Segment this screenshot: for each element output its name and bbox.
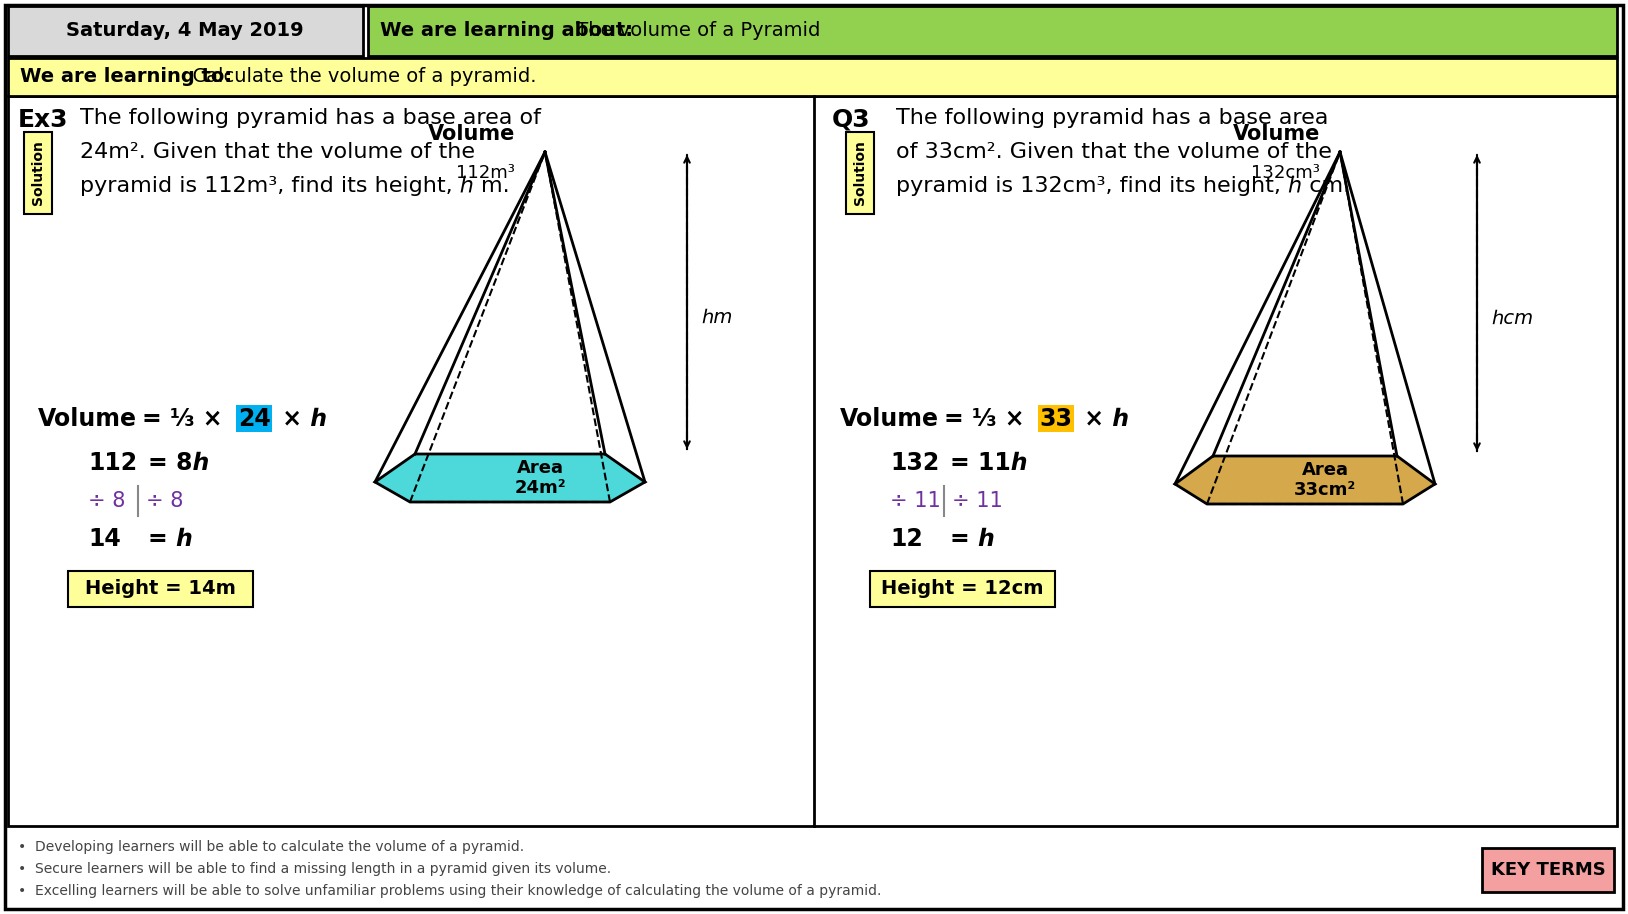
Text: ℎcm: ℎcm — [1491, 309, 1534, 327]
Text: KEY TERMS: KEY TERMS — [1491, 861, 1605, 879]
Text: 132: 132 — [891, 451, 939, 475]
FancyBboxPatch shape — [24, 132, 52, 214]
FancyBboxPatch shape — [368, 6, 1617, 56]
Text: = ⅓ ×: = ⅓ × — [944, 407, 1032, 431]
FancyBboxPatch shape — [5, 5, 1623, 909]
Text: 24: 24 — [238, 407, 270, 431]
Text: Volume: Volume — [428, 124, 514, 144]
Text: Solution: Solution — [31, 141, 46, 206]
Text: The following pyramid has a base area: The following pyramid has a base area — [895, 108, 1328, 128]
Text: 112: 112 — [88, 451, 137, 475]
Text: = 11ℎ: = 11ℎ — [951, 451, 1027, 475]
Text: 24m². Given that the volume of the: 24m². Given that the volume of the — [80, 142, 475, 162]
Text: = ⅓ ×: = ⅓ × — [142, 407, 231, 431]
Text: pyramid is 132cm³, find its height, ℎ cm.: pyramid is 132cm³, find its height, ℎ cm… — [895, 176, 1350, 197]
Text: Volume: Volume — [37, 407, 137, 431]
Text: ÷ 8: ÷ 8 — [88, 491, 125, 511]
FancyBboxPatch shape — [1039, 405, 1074, 432]
FancyBboxPatch shape — [8, 96, 1617, 826]
Text: 112m³: 112m³ — [456, 164, 514, 182]
Text: of 33cm². Given that the volume of the: of 33cm². Given that the volume of the — [895, 142, 1332, 162]
Text: We are learning about:: We are learning about: — [379, 22, 633, 40]
Text: Calculate the volume of a pyramid.: Calculate the volume of a pyramid. — [181, 68, 537, 87]
Text: Area
33cm²: Area 33cm² — [1294, 461, 1356, 499]
FancyBboxPatch shape — [236, 405, 272, 432]
FancyBboxPatch shape — [869, 571, 1055, 607]
Text: pyramid is 112m³, find its height, ℎ m.: pyramid is 112m³, find its height, ℎ m. — [80, 176, 510, 197]
Text: = ℎ: = ℎ — [148, 527, 192, 551]
Text: Volume: Volume — [840, 407, 939, 431]
FancyBboxPatch shape — [1481, 848, 1613, 892]
FancyBboxPatch shape — [68, 571, 252, 607]
Text: Q3: Q3 — [832, 108, 871, 132]
Text: Height = 14m: Height = 14m — [85, 579, 236, 599]
Text: •  Secure learners will be able to find a missing length in a pyramid given its : • Secure learners will be able to find a… — [18, 862, 610, 876]
Text: ℎm: ℎm — [702, 307, 733, 326]
Text: Ex3: Ex3 — [18, 108, 68, 132]
Text: We are learning to:: We are learning to: — [20, 68, 233, 87]
Text: The following pyramid has a base area of: The following pyramid has a base area of — [80, 108, 540, 128]
Text: •  Developing learners will be able to calculate the volume of a pyramid.: • Developing learners will be able to ca… — [18, 840, 524, 854]
Text: × ℎ: × ℎ — [274, 407, 327, 431]
Text: Height = 12cm: Height = 12cm — [881, 579, 1044, 599]
Polygon shape — [1175, 456, 1434, 504]
Polygon shape — [374, 454, 645, 502]
Text: 33: 33 — [1040, 407, 1073, 431]
Text: Solution: Solution — [853, 141, 868, 206]
Text: 12: 12 — [891, 527, 923, 551]
Text: •  Excelling learners will be able to solve unfamiliar problems using their know: • Excelling learners will be able to sol… — [18, 884, 881, 898]
Text: = 8ℎ: = 8ℎ — [148, 451, 210, 475]
FancyBboxPatch shape — [847, 132, 874, 214]
Text: 132cm³: 132cm³ — [1252, 164, 1320, 182]
Text: 14: 14 — [88, 527, 120, 551]
Text: ÷ 8: ÷ 8 — [147, 491, 184, 511]
Text: Saturday, 4 May 2019: Saturday, 4 May 2019 — [67, 22, 304, 40]
Text: Volume: Volume — [1232, 124, 1320, 144]
Text: × ℎ: × ℎ — [1076, 407, 1130, 431]
Text: ÷ 11: ÷ 11 — [952, 491, 1003, 511]
Text: The volume of a Pyramid: The volume of a Pyramid — [570, 22, 821, 40]
Text: ÷ 11: ÷ 11 — [891, 491, 941, 511]
Text: Area
24m²: Area 24m² — [514, 459, 567, 497]
FancyBboxPatch shape — [8, 6, 363, 56]
Text: = ℎ: = ℎ — [951, 527, 995, 551]
FancyBboxPatch shape — [8, 58, 1617, 96]
